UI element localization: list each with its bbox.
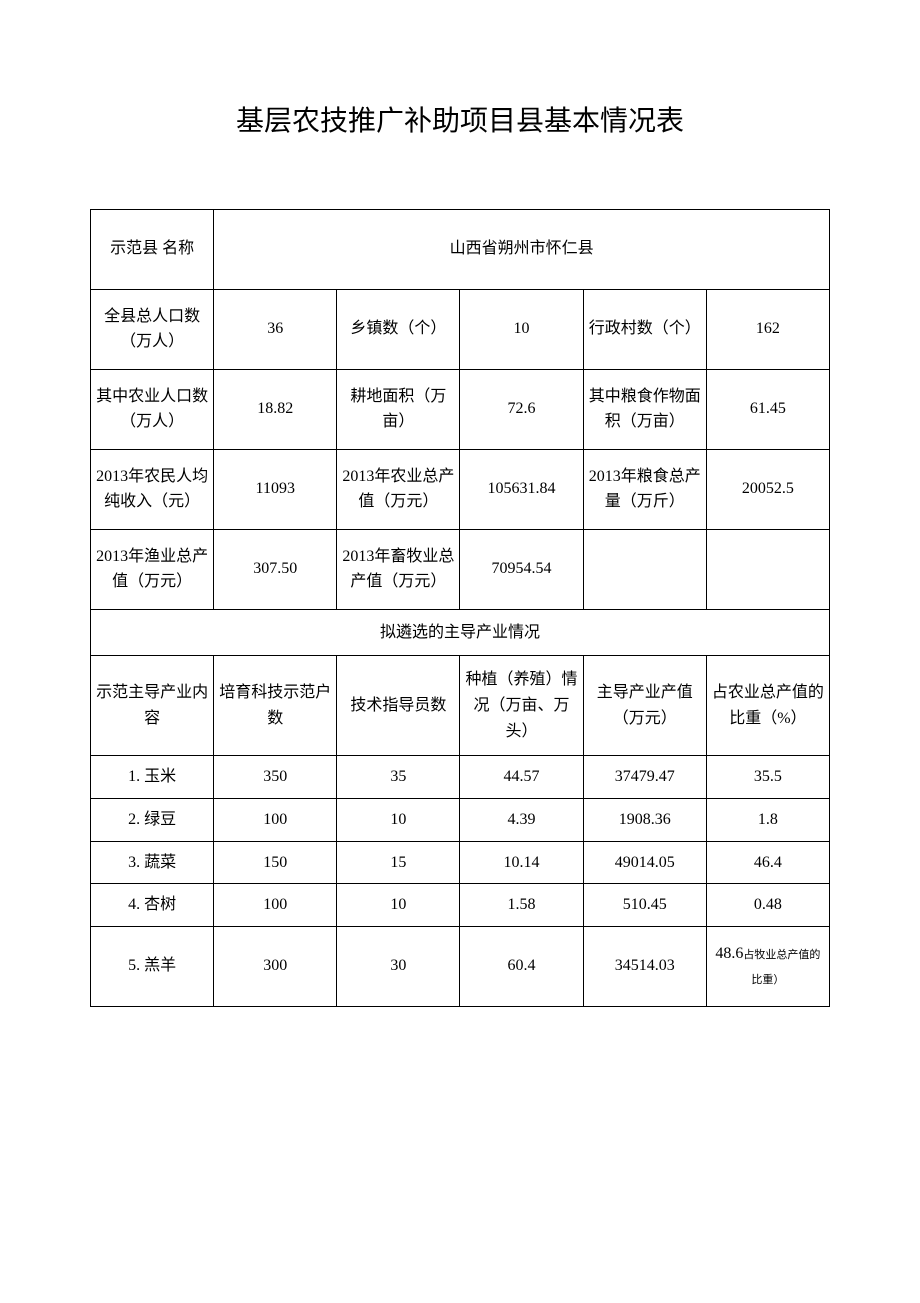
stat-value: 10 [460, 289, 583, 369]
industry-instructors: 30 [337, 926, 460, 1006]
stat-value: 11093 [214, 449, 337, 529]
stat-label: 2013年粮食总产量（万斤） [583, 449, 706, 529]
stat-label: 其中农业人口数（万人） [91, 369, 214, 449]
stat-label: 耕地面积（万亩） [337, 369, 460, 449]
stat-value: 105631.84 [460, 449, 583, 529]
industry-output: 34514.03 [583, 926, 706, 1006]
stat-value: 18.82 [214, 369, 337, 449]
industry-ratio: 0.48 [706, 884, 829, 927]
info-table: 示范县 名称 山西省朔州市怀仁县 全县总人口数（万人） 36 乡镇数（个） 10… [90, 209, 830, 1007]
stat-label: 乡镇数（个） [337, 289, 460, 369]
industry-name: 4. 杏树 [91, 884, 214, 927]
stat-value: 70954.54 [460, 529, 583, 609]
industry-output: 37479.47 [583, 756, 706, 799]
stat-label: 行政村数（个） [583, 289, 706, 369]
industry-households: 100 [214, 884, 337, 927]
industry-name: 1. 玉米 [91, 756, 214, 799]
stat-value: 20052.5 [706, 449, 829, 529]
stat-label: 2013年农业总产值（万元） [337, 449, 460, 529]
industry-area: 1.58 [460, 884, 583, 927]
county-label: 示范县 名称 [91, 209, 214, 289]
industry-households: 300 [214, 926, 337, 1006]
industry-ratio-with-note: 48.6占牧业总产值的比重） [706, 926, 829, 1006]
industry-households: 150 [214, 841, 337, 884]
stat-value: 72.6 [460, 369, 583, 449]
industry-ratio: 1.8 [706, 798, 829, 841]
industry-col-header: 技术指导员数 [337, 656, 460, 756]
industry-ratio: 35.5 [706, 756, 829, 799]
industry-section-title: 拟遴选的主导产业情况 [91, 609, 830, 656]
industry-area: 44.57 [460, 756, 583, 799]
ratio-value: 48.6 [715, 945, 743, 962]
industry-name: 5. 羔羊 [91, 926, 214, 1006]
stat-label: 2013年渔业总产值（万元） [91, 529, 214, 609]
industry-col-header: 示范主导产业内容 [91, 656, 214, 756]
industry-area: 60.4 [460, 926, 583, 1006]
stat-label: 其中粮食作物面积（万亩） [583, 369, 706, 449]
stat-value: 162 [706, 289, 829, 369]
stat-label: 2013年农民人均纯收入（元） [91, 449, 214, 529]
page-title: 基层农技推广补助项目县基本情况表 [90, 99, 830, 139]
industry-name: 2. 绿豆 [91, 798, 214, 841]
industry-ratio: 46.4 [706, 841, 829, 884]
stat-label: 全县总人口数（万人） [91, 289, 214, 369]
industry-col-header: 培育科技示范户数 [214, 656, 337, 756]
stat-label [583, 529, 706, 609]
industry-col-header: 主导产业产值（万元） [583, 656, 706, 756]
industry-area: 10.14 [460, 841, 583, 884]
industry-area: 4.39 [460, 798, 583, 841]
industry-households: 350 [214, 756, 337, 799]
industry-instructors: 15 [337, 841, 460, 884]
industry-output: 1908.36 [583, 798, 706, 841]
ratio-note: 占牧业总产值的比重） [743, 949, 820, 987]
stat-value [706, 529, 829, 609]
industry-output: 510.45 [583, 884, 706, 927]
industry-instructors: 35 [337, 756, 460, 799]
stat-label: 2013年畜牧业总产值（万元） [337, 529, 460, 609]
stat-value: 307.50 [214, 529, 337, 609]
county-name: 山西省朔州市怀仁县 [214, 209, 830, 289]
industry-name: 3. 蔬菜 [91, 841, 214, 884]
stat-value: 36 [214, 289, 337, 369]
industry-col-header: 占农业总产值的比重（%） [706, 656, 829, 756]
industry-instructors: 10 [337, 798, 460, 841]
industry-col-header: 种植（养殖）情况（万亩、万头） [460, 656, 583, 756]
stat-value: 61.45 [706, 369, 829, 449]
industry-households: 100 [214, 798, 337, 841]
industry-instructors: 10 [337, 884, 460, 927]
industry-output: 49014.05 [583, 841, 706, 884]
